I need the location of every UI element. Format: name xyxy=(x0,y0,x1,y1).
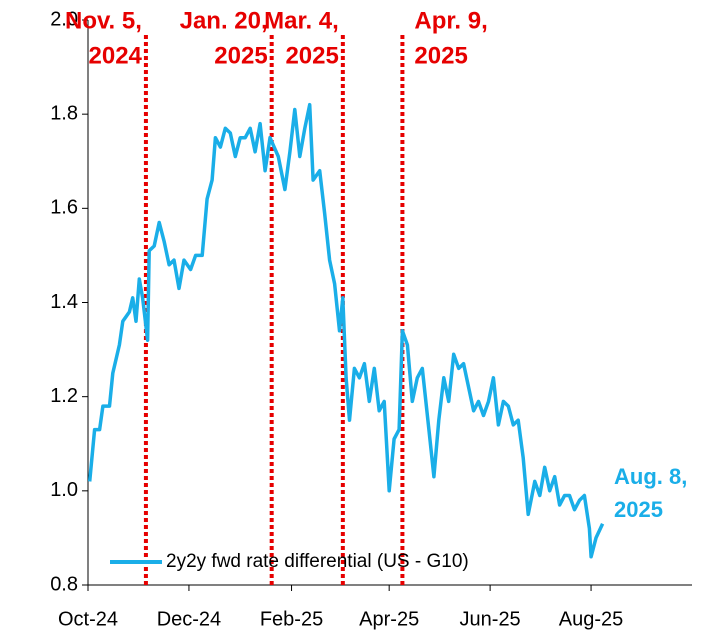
x-tick-label: Oct-24 xyxy=(58,608,118,630)
y-tick-label: 0.8 xyxy=(50,573,78,595)
y-tick-label: 1.4 xyxy=(50,291,78,313)
event-label: Nov. 5, xyxy=(65,7,142,34)
event-label: Jan. 20, xyxy=(180,7,268,34)
event-label: 2025 xyxy=(214,42,267,69)
legend-label: 2y2y fwd rate differential (US - G10) xyxy=(166,551,469,572)
end-label: Aug. 8, xyxy=(614,464,687,489)
end-label: 2025 xyxy=(614,497,663,522)
x-tick-label: Aug-25 xyxy=(559,608,624,630)
event-label: Mar. 4, xyxy=(264,7,339,34)
y-tick-label: 1.8 xyxy=(50,102,78,124)
x-tick-label: Feb-25 xyxy=(260,608,323,630)
event-label: 2025 xyxy=(285,42,338,69)
y-tick-label: 1.2 xyxy=(50,385,78,407)
data-line xyxy=(87,102,605,559)
x-tick-label: Apr-25 xyxy=(359,608,419,630)
event-label: Apr. 9, xyxy=(414,7,487,34)
x-tick-label: Dec-24 xyxy=(157,608,221,630)
y-tick-label: 1.6 xyxy=(50,197,78,219)
event-label: 2024 xyxy=(89,42,143,69)
event-label: 2025 xyxy=(414,42,467,69)
y-tick-label: 1.0 xyxy=(50,479,78,501)
x-tick-label: Jun-25 xyxy=(460,608,521,630)
y-tick-label: 2.0 xyxy=(50,8,78,30)
